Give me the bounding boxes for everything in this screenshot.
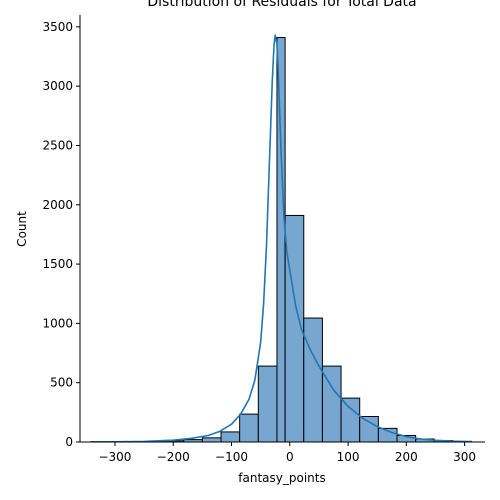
histogram-bar-6 [201, 437, 222, 443]
histogram-bar-10 [276, 37, 286, 443]
x-ticks: −300 −200 −100 0 100 200 300 [98, 442, 476, 464]
x-tick-label: 100 [337, 450, 360, 464]
y-axis-label: Count [15, 211, 29, 247]
histogram-bar-14 [340, 397, 361, 443]
y-tick-label: 1500 [42, 257, 73, 271]
y-tick-label: 1000 [42, 316, 73, 330]
histogram-bar-15 [359, 415, 379, 443]
histogram-bar-8 [239, 413, 259, 443]
x-tick-label: 0 [286, 450, 294, 464]
histogram-bars [89, 37, 473, 443]
y-tick-label: 500 [50, 376, 73, 390]
histogram-bar-12 [303, 317, 323, 443]
x-tick-label: 300 [453, 450, 476, 464]
y-tick-label: 2000 [42, 198, 73, 212]
y-tick-label: 3500 [42, 20, 73, 34]
x-tick-label: −200 [157, 450, 190, 464]
x-tick-label: −300 [98, 450, 131, 464]
histogram-bar-7 [220, 431, 241, 443]
y-tick-label: 3000 [42, 79, 73, 93]
chart-title: Distribution of Residuals for Total Data [147, 0, 416, 10]
y-ticks: 0 500 1000 1500 2000 2500 3000 3500 [42, 20, 80, 449]
x-tick-label: 200 [395, 450, 418, 464]
y-tick-label: 0 [65, 435, 73, 449]
x-tick-label: −100 [215, 450, 248, 464]
histogram-bar-9 [257, 365, 278, 443]
kde-curve-group [90, 34, 472, 443]
y-tick-label: 2500 [42, 138, 73, 152]
x-axis-label: fantasy_points [238, 471, 325, 485]
kde-line [90, 34, 472, 443]
